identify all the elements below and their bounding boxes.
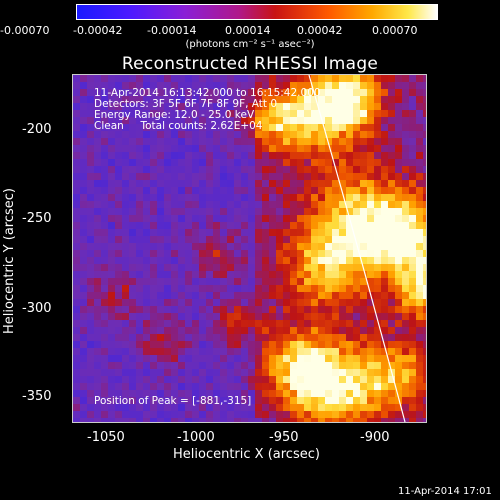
x-axis-label: Heliocentric X (arcsec) bbox=[173, 447, 320, 462]
colorbar-tick-label: -0.00014 bbox=[147, 24, 197, 37]
colorbar-tick-label: 0.00042 bbox=[297, 24, 343, 37]
x-tick-label: -950 bbox=[269, 430, 299, 445]
solar-limb-line bbox=[308, 75, 406, 422]
colorbar bbox=[76, 4, 438, 20]
y-tick-label: -350 bbox=[22, 389, 52, 404]
y-axis-label: Heliocentric Y (arcsec) bbox=[2, 188, 17, 334]
plot-timestamp: 11-Apr-2014 17:01 bbox=[398, 486, 492, 497]
colorbar-tick-label: 0.00014 bbox=[225, 24, 271, 37]
info-detectors: Detectors: 3F 5F 6F 7F 8F 9F, Att 0 bbox=[94, 98, 278, 110]
info-time-range: 11-Apr-2014 16:13:42.000 to 16:15:42.000 bbox=[94, 87, 321, 99]
rhessi-image-plot bbox=[72, 74, 427, 423]
heatmap-image bbox=[73, 75, 426, 422]
x-tick-label: -900 bbox=[360, 430, 390, 445]
colorbar-tick-label: -0.00070 bbox=[0, 24, 50, 37]
y-tick-label: -200 bbox=[22, 122, 52, 137]
peak-position: Position of Peak = [-881,-315] bbox=[94, 395, 252, 407]
colorbar-tick-label: -0.00042 bbox=[73, 24, 123, 37]
colorbar-unit-label: (photons cm⁻² s⁻¹ asec⁻²) bbox=[185, 39, 315, 50]
info-total-counts: Clean Total counts: 2.62E+04 bbox=[94, 120, 263, 132]
colorbar-tick-label: 0.00070 bbox=[372, 24, 418, 37]
y-tick-label: -300 bbox=[22, 301, 52, 316]
info-energy-range: Energy Range: 12.0 - 25.0 keV bbox=[94, 109, 255, 121]
x-tick-label: -1050 bbox=[87, 430, 125, 445]
x-tick-label: -1000 bbox=[177, 430, 215, 445]
image-title: Reconstructed RHESSI Image bbox=[121, 54, 379, 74]
y-tick-label: -250 bbox=[22, 211, 52, 226]
